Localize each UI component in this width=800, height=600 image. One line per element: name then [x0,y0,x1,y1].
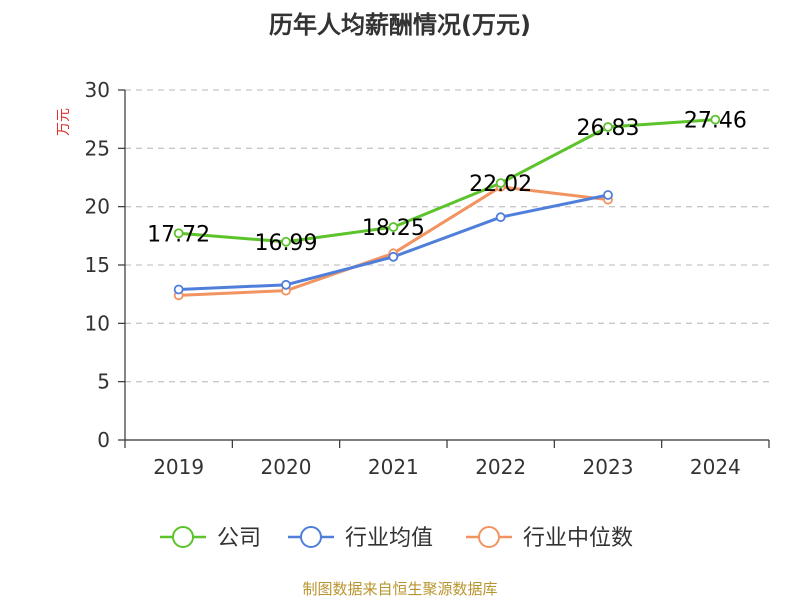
source-note: 制图数据来自恒生聚源数据库 [302,580,497,598]
data-point [173,284,184,295]
y-tick-label: 5 [97,370,110,394]
y-axis-label: 万元 [56,108,72,136]
legend-swatch-marker [478,526,500,548]
legend: 公司 行业均值 行业中位数 [160,526,633,551]
x-tick-label: 2021 [368,455,419,479]
data-point [388,251,399,262]
data-label: 22.02 [469,172,532,197]
legend-label: 公司 [217,526,261,551]
chart-title: 历年人均薪酬情况(万元) [269,11,531,39]
y-tick-label: 25 [85,136,110,160]
data-point [603,190,613,200]
x-tick-label: 2019 [153,455,204,479]
legend-label: 行业中位数 [523,526,633,551]
data-label: 18.25 [362,216,425,241]
x-tick-label: 2022 [475,455,526,479]
data-label: 26.83 [577,116,640,141]
y-tick-label: 0 [97,428,110,452]
data-point [710,114,721,125]
data-labels: 17.72 16.99 18.25 22.02 26.83 27.46 [147,109,747,256]
data-point [281,236,291,247]
x-tick-label: 2020 [261,455,312,479]
series-line [178,118,716,244]
data-point [603,122,613,132]
y-axis-ticks: 0 5 10 15 20 25 30 [85,78,125,452]
data-label: 16.99 [255,231,318,256]
y-tick-label: 15 [85,253,110,277]
x-tick-label: 2024 [690,455,741,479]
data-point [173,228,184,239]
legend-swatch-marker [172,526,194,548]
legend-label: 行业均值 [345,526,433,551]
legend-swatch-marker [300,526,322,548]
x-axis-ticks: 2019 2020 2021 2022 2023 2024 [124,440,770,479]
y-tick-label: 30 [85,78,110,102]
data-point [281,279,291,290]
series-points [173,114,721,301]
data-point [495,212,506,223]
data-point [495,178,506,189]
x-tick-label: 2023 [583,455,634,479]
y-tick-label: 20 [85,195,110,219]
data-point [388,222,399,232]
data-label: 17.72 [147,222,210,247]
series-lines [178,118,716,297]
y-tick-label: 10 [85,311,110,335]
series-line [178,193,609,291]
data-label: 27.46 [684,109,747,134]
